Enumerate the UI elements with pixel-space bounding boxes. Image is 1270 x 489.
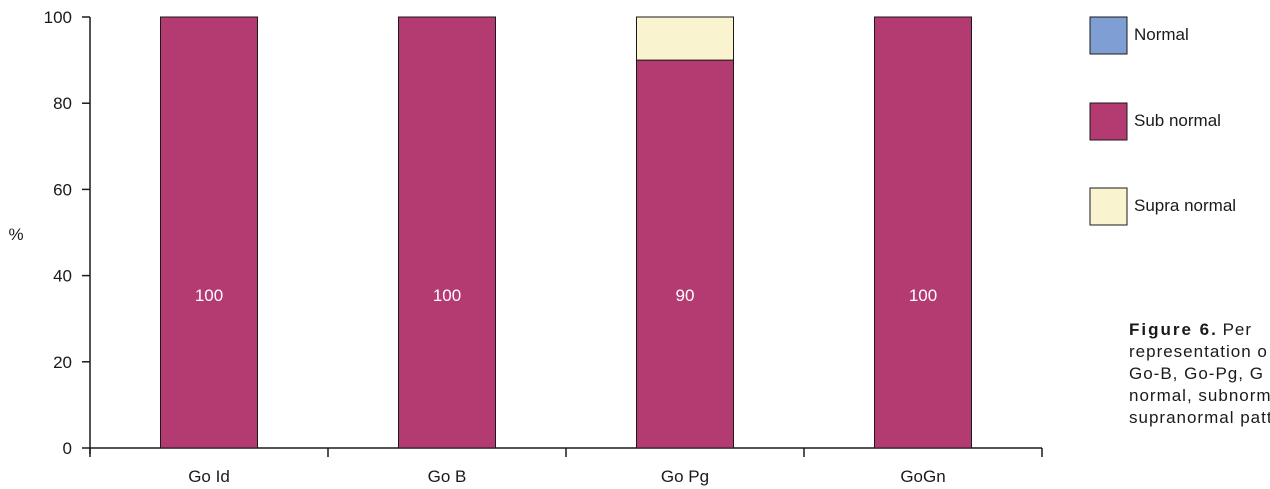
bar-data-label: 100 — [195, 286, 223, 305]
x-tick-label: Go B — [428, 467, 467, 486]
bar-data-label: 100 — [433, 286, 461, 305]
caption-line-2: representation o — [1129, 342, 1268, 361]
y-tick-label: 80 — [53, 94, 72, 113]
legend-swatch — [1089, 102, 1128, 141]
y-axis: 0 20 40 60 80 100 — [44, 8, 91, 458]
caption-line-5: supranormal patt — [1129, 408, 1270, 427]
bar-segment — [160, 16, 258, 449]
bar-segment — [874, 16, 972, 449]
bar-segment — [636, 59, 734, 449]
y-tick-label: 100 — [44, 8, 72, 27]
caption-label: Figure 6. — [1129, 320, 1218, 339]
legend: Normal Sub normal Supra normal — [1089, 16, 1236, 226]
legend-label: Supra normal — [1134, 196, 1236, 215]
legend-label: Normal — [1134, 25, 1189, 44]
x-tick-label: GoGn — [900, 467, 945, 486]
x-tick-label: Go Pg — [661, 467, 709, 486]
bar-segment — [398, 16, 496, 449]
bar-segment — [636, 16, 734, 61]
caption-line-4: normal, subnorm — [1129, 386, 1270, 405]
bar-data-label: 100 — [909, 286, 937, 305]
bars: 100 100 90 100 — [160, 16, 972, 449]
y-tick-label: 0 — [63, 439, 72, 458]
legend-swatch — [1089, 16, 1128, 55]
legend-label: Sub normal — [1134, 111, 1221, 130]
x-tick-label: Go Id — [188, 467, 230, 486]
y-axis-label: % — [8, 225, 23, 244]
y-tick-label: 60 — [53, 180, 72, 199]
legend-swatch — [1089, 187, 1128, 226]
bar-data-label: 90 — [676, 286, 695, 305]
figure-caption: Figure 6. Per representation o Go-B, Go-… — [1129, 319, 1270, 429]
caption-line-1: Per — [1222, 320, 1253, 339]
caption-line-3: Go-B, Go-Pg, G — [1129, 364, 1264, 383]
x-axis: Go Id Go B Go Pg GoGn — [89, 447, 1043, 486]
y-tick-label: 40 — [53, 267, 72, 286]
y-tick-label: 20 — [53, 353, 72, 372]
